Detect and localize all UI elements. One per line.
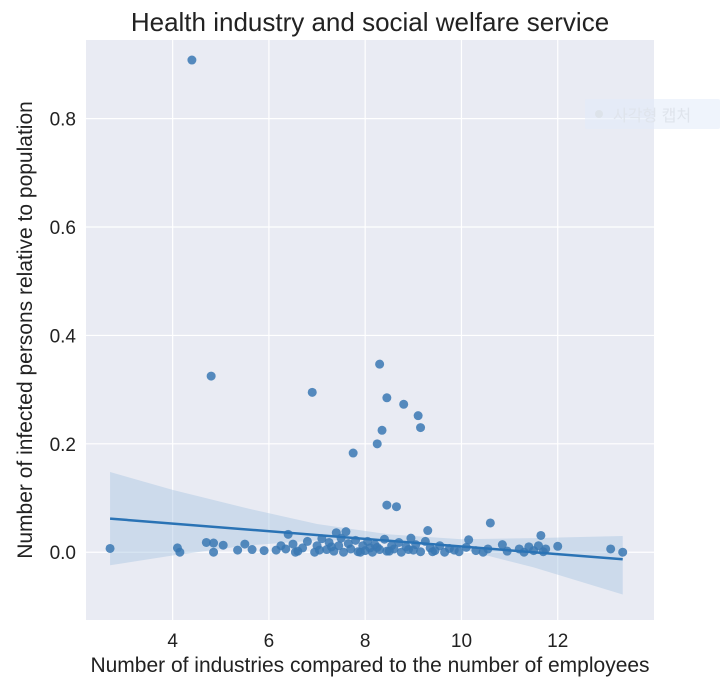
regression-line: [109, 517, 623, 561]
y-tick-label: 0.8: [50, 110, 76, 131]
data-point: [314, 545, 324, 555]
data-point: [533, 541, 543, 551]
data-point: [259, 546, 269, 556]
data-point: [416, 547, 426, 557]
data-point: [346, 544, 356, 554]
data-point: [606, 544, 616, 554]
data-point: [399, 399, 409, 409]
data-point: [497, 540, 507, 550]
data-point: [377, 425, 387, 435]
data-point: [209, 538, 219, 548]
y-tick-label: 0.6: [50, 218, 76, 239]
data-point: [382, 500, 392, 510]
data-point: [541, 544, 551, 554]
data-point: [375, 359, 385, 369]
data-point: [307, 387, 317, 397]
watermark-label: 사각형 캡처: [613, 108, 692, 125]
data-point: [201, 537, 211, 547]
data-point: [206, 371, 216, 381]
data-point: [454, 547, 464, 557]
x-axis-label: Number of industries compared to the num…: [90, 654, 649, 677]
data-point: [464, 535, 474, 545]
data-point: [485, 518, 495, 528]
data-point: [326, 542, 336, 552]
data-point: [372, 542, 382, 552]
capture-watermark: 사각형 캡처: [585, 99, 720, 129]
confidence-band-layer: [110, 472, 623, 595]
chart-title: Health industry and social welfare servi…: [131, 7, 609, 37]
data-point: [339, 547, 349, 557]
data-point: [391, 502, 401, 512]
data-point: [302, 536, 312, 546]
data-point: [404, 545, 414, 555]
y-tick-label: 0.2: [50, 435, 76, 456]
dot-icon: [595, 110, 603, 118]
regression-layer: [109, 517, 623, 561]
data-point: [384, 546, 394, 556]
data-point: [618, 547, 628, 557]
y-tick-label: 0.0: [50, 543, 76, 564]
y-axis-label: Number of infected persons relative to p…: [14, 101, 37, 559]
data-point: [334, 541, 344, 551]
data-point: [382, 393, 392, 403]
data-point: [536, 530, 546, 540]
data-points: [105, 55, 628, 557]
data-point: [240, 539, 250, 549]
data-point: [416, 423, 426, 433]
y-tick-labels: 0.0 0.2 0.4 0.6 0.8: [50, 110, 77, 565]
data-point: [187, 55, 197, 65]
data-point: [105, 543, 115, 553]
data-point: [247, 545, 257, 555]
data-point: [413, 411, 423, 421]
data-point: [341, 527, 351, 537]
x-tick-label: 8: [360, 631, 371, 652]
confidence-band: [110, 472, 623, 595]
data-point: [428, 547, 438, 557]
data-point: [553, 541, 563, 551]
data-point: [283, 529, 293, 539]
data-point: [281, 544, 291, 554]
data-point: [372, 439, 382, 449]
data-point: [288, 539, 298, 549]
data-point: [355, 547, 365, 557]
data-point: [290, 547, 300, 557]
data-point: [233, 545, 243, 555]
y-tick-label: 0.4: [50, 326, 77, 347]
x-tick-label: 6: [264, 631, 275, 652]
data-point: [209, 547, 219, 557]
data-point: [423, 526, 433, 536]
data-point: [175, 547, 185, 557]
data-point: [348, 448, 358, 458]
x-tick-label: 12: [547, 631, 568, 652]
x-tick-labels: 4 6 8 10 12: [167, 631, 568, 652]
x-tick-label: 10: [451, 631, 472, 652]
data-point: [218, 540, 228, 550]
data-point: [406, 533, 416, 543]
data-point: [298, 543, 308, 553]
x-tick-label: 4: [167, 631, 178, 652]
